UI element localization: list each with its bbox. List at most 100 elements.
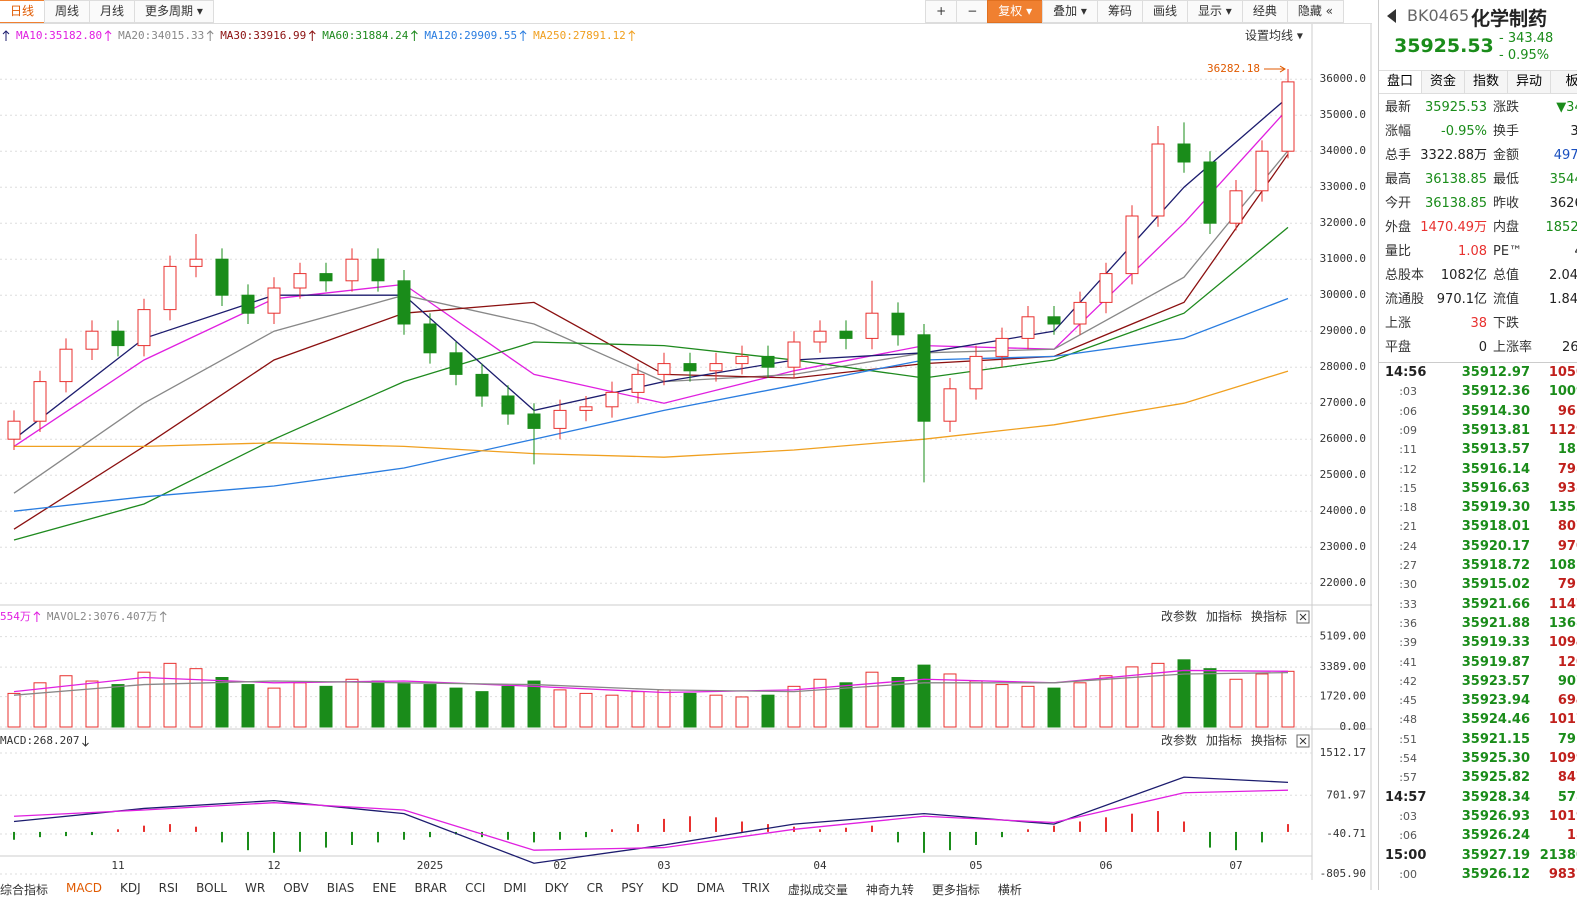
candle-body — [1282, 82, 1294, 151]
period-button[interactable]: 周线 — [44, 0, 90, 23]
candle-body — [320, 274, 332, 281]
ma-settings[interactable]: 设置均线 ▾ — [1245, 29, 1303, 43]
stat-value: 3.4 — [1570, 122, 1577, 142]
volume-bar — [476, 692, 488, 727]
quote-tab[interactable]: 异动 — [1508, 71, 1551, 93]
tool-button[interactable]: 筹码 — [1097, 0, 1143, 23]
trade-price: 35924.46 — [1462, 710, 1530, 730]
stat-label: 最低 — [1493, 170, 1519, 190]
ma-legend: MA10:35182.80 — [16, 29, 102, 42]
panel-button[interactable]: 换指标 — [1251, 733, 1287, 748]
candle-body — [1048, 317, 1060, 324]
arrow-icon — [629, 31, 635, 41]
candle-body — [1022, 317, 1034, 339]
candle-body — [658, 364, 670, 375]
trade-time: :51 — [1399, 730, 1417, 750]
panel-button[interactable]: 加指标 — [1206, 733, 1242, 748]
volume-bar — [866, 672, 878, 727]
volume-bar — [606, 695, 618, 727]
stat-label: PE™ — [1493, 242, 1522, 262]
tool-button[interactable]: 隐藏 « — [1287, 0, 1344, 23]
candle-body — [86, 331, 98, 349]
tool-button[interactable]: 经典 — [1242, 0, 1288, 23]
trade-price: 35923.94 — [1462, 691, 1530, 711]
stat-label: 最高 — [1385, 170, 1411, 190]
quote-tab[interactable]: 资金 — [1422, 71, 1465, 93]
high-annotation: 36282.18 — [1207, 62, 1260, 75]
panel-button[interactable]: 改参数 — [1161, 609, 1197, 624]
y-tick-label: 31000.0 — [1320, 252, 1366, 265]
x-tick-label: 05 — [969, 859, 982, 872]
candle-body — [1074, 302, 1086, 324]
quote-tab[interactable]: 板 — [1551, 71, 1577, 93]
stat-value: -0.95% — [1441, 122, 1487, 142]
tool-button[interactable]: 复权 ▾ — [987, 0, 1043, 23]
period-button[interactable]: 更多周期 ▾ — [134, 0, 214, 23]
period-group: 日线周线月线更多周期 ▾ — [0, 0, 214, 23]
x-tick-label: 02 — [553, 859, 566, 872]
candle-body — [346, 259, 358, 281]
line — [14, 109, 1288, 447]
trade-time: :06 — [1399, 402, 1417, 422]
quote-tab[interactable]: 指数 — [1465, 71, 1508, 93]
candle-body — [970, 356, 982, 388]
volume-bar — [1100, 676, 1112, 727]
stat-label: 金额 — [1493, 146, 1519, 166]
trade-price: 35926.12 — [1462, 865, 1530, 885]
arrow-icon — [105, 31, 111, 41]
tool-button[interactable]: + — [925, 0, 957, 23]
volume-bar — [632, 692, 644, 727]
y-tick-label: 25000.0 — [1320, 468, 1366, 481]
y-tick-label: 701.97 — [1326, 788, 1366, 801]
tool-button[interactable]: 显示 ▾ — [1187, 0, 1243, 23]
period-button[interactable]: 日线 — [0, 0, 45, 23]
trade-time: :45 — [1399, 691, 1417, 711]
trade-price: 35916.14 — [1462, 460, 1530, 480]
tool-button[interactable]: 叠加 ▾ — [1042, 0, 1098, 23]
panel-button[interactable]: 换指标 — [1251, 609, 1287, 624]
candle-body — [866, 313, 878, 338]
stat-value: 36138.85 — [1425, 194, 1487, 214]
trade-price: 35918.72 — [1462, 556, 1530, 576]
volume-bar — [138, 672, 150, 727]
panel-button[interactable]: 改参数 — [1161, 733, 1197, 748]
ma-legend: MA250:27891.12 — [533, 29, 626, 42]
trade-volume: 807 — [1558, 517, 1577, 537]
volume-bar — [346, 679, 358, 727]
arrow-icon — [160, 612, 166, 622]
period-button[interactable]: 月线 — [89, 0, 135, 23]
trade-volume: 1129 — [1549, 421, 1577, 441]
candle-body — [164, 266, 176, 309]
trade-volume: 847 — [1558, 768, 1577, 788]
tool-button[interactable]: 画线 — [1142, 0, 1188, 23]
y-tick-label: 35000.0 — [1320, 108, 1366, 121]
x-tick-label: 12 — [267, 859, 280, 872]
quote-tab[interactable]: 盘口 — [1379, 71, 1422, 93]
panel-button[interactable]: 加指标 — [1206, 609, 1242, 624]
back-icon[interactable] — [1387, 9, 1396, 23]
stat-label: 内盘 — [1493, 218, 1519, 238]
candle-body — [1178, 144, 1190, 162]
volume-bar — [814, 679, 826, 727]
stat-value: 26.0 — [1562, 338, 1577, 358]
trade-volume: 9837 — [1549, 865, 1577, 885]
stat-value: 35925.53 — [1425, 98, 1487, 118]
volume-bar — [294, 683, 306, 727]
trade-price: 35926.24 — [1462, 826, 1530, 846]
candle-body — [632, 374, 644, 392]
y-tick-label: 29000.0 — [1320, 324, 1366, 337]
trade-time: :11 — [1399, 440, 1417, 460]
candle-body — [996, 338, 1008, 356]
tool-button[interactable]: − — [956, 0, 988, 23]
trade-time: :03 — [1399, 807, 1417, 827]
